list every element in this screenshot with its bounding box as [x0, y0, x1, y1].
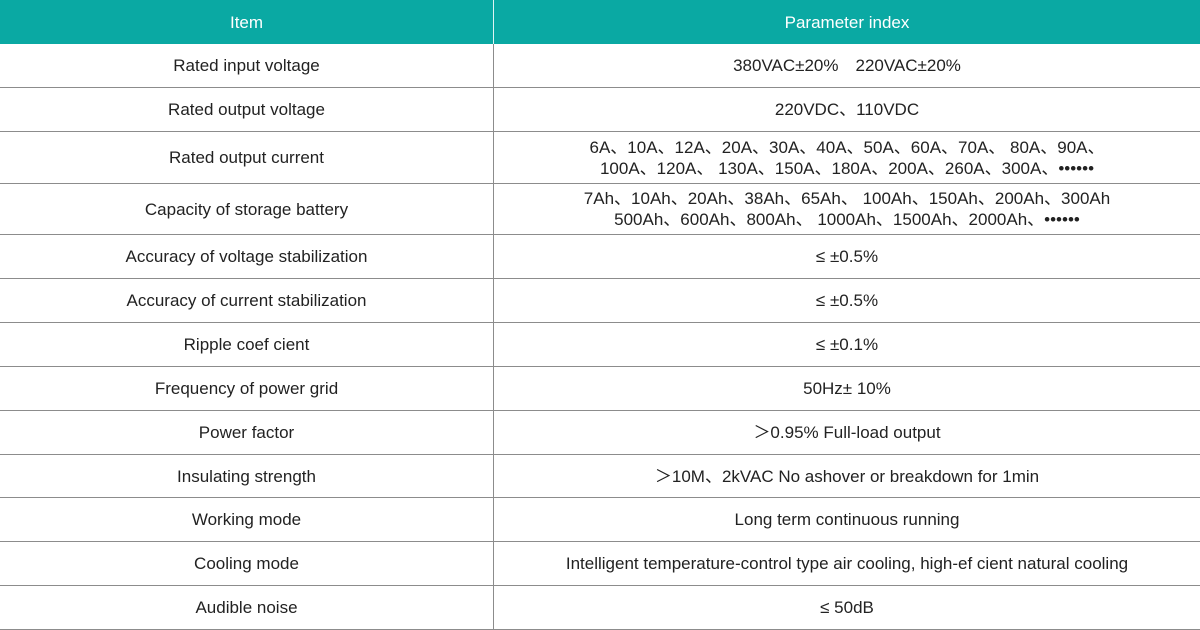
table-cell: Ripple coef cient — [0, 323, 494, 366]
table-cell: Frequency of power grid — [0, 367, 494, 410]
table-row: Accuracy of voltage stabilization ≤ ±0.5% — [0, 235, 1200, 279]
table-cell: Rated output voltage — [0, 88, 494, 131]
table-cell: Capacity of storage battery — [0, 184, 494, 234]
table-cell: Intelligent temperature-control type air… — [565, 554, 1129, 573]
table-cell: ≤ 50dB — [820, 598, 874, 617]
table-row: Cooling mode Intelligent temperature-cont… — [0, 542, 1200, 586]
table-row: Frequency of power grid 50Hz± 10% — [0, 367, 1200, 411]
table-cell: Rated output current — [0, 132, 494, 183]
table-cell: ≤ ±0.1% — [815, 335, 879, 354]
header-row: Item Parameter index — [0, 0, 1200, 44]
table-row: Ripple coef cient ≤ ±0.1% — [0, 323, 1200, 367]
table-row: Rated output current 6A、10A、12A、20A、30A、4… — [0, 132, 1200, 184]
table-cell: 6A、10A、12A、20A、30A、40A、50A、60A、70A、 80A、… — [494, 132, 1200, 183]
table-row: Power factor ＞0.95% Full-load output — [0, 411, 1200, 455]
table-cell: 50Hz± 10% — [803, 379, 891, 398]
table-row: Rated input voltage 380VAC±20% 220VAC±20% — [0, 44, 1200, 88]
table-cell: Rated input voltage — [0, 44, 494, 87]
table-cell: 7Ah、10Ah、20Ah、38Ah、65Ah、 100Ah、150Ah、200… — [494, 184, 1200, 234]
cell-line: 100A、120A、 130A、150A、180A、200A、260A、300A… — [599, 158, 1095, 178]
table-cell: Cooling mode — [0, 542, 494, 585]
table-cell: Power factor — [0, 411, 494, 454]
table-row: Capacity of storage battery 7Ah、10Ah、20Ah… — [0, 184, 1200, 235]
table-cell: 380VAC±20% 220VAC±20% — [733, 56, 961, 75]
table-cell: Long term continuous running — [734, 510, 960, 529]
header-cell: Item — [0, 0, 494, 44]
table-row: Audible noise ≤ 50dB — [0, 586, 1200, 630]
table-row: Accuracy of current stabilization ≤ ±0.5% — [0, 279, 1200, 323]
table-cell: Audible noise — [0, 586, 494, 629]
cell-line: 500Ah、600Ah、800Ah、 1000Ah、1500Ah、2000Ah、… — [614, 210, 1080, 229]
table-cell: ≤ ±0.5% — [815, 291, 879, 310]
table-row: Insulating strength ＞10M、2kVAC No ashover… — [0, 455, 1200, 498]
table-row: Working mode Long term continuous running — [0, 498, 1200, 542]
header-cell: Parameter index — [784, 12, 910, 32]
table-cell: Insulating strength — [0, 455, 494, 497]
table-cell: ≤ ±0.5% — [815, 247, 879, 266]
table-cell: Accuracy of current stabilization — [0, 279, 494, 322]
table-cell: ＞0.95% Full-load output — [753, 423, 941, 442]
table-cell: ＞10M、2kVAC No ashover or breakdown for 1… — [654, 466, 1040, 486]
cell-line: 7Ah、10Ah、20Ah、38Ah、65Ah、 100Ah、150Ah、200… — [583, 189, 1111, 208]
table-cell: 220VDC、110VDC — [774, 100, 920, 119]
table-cell: Accuracy of voltage stabilization — [0, 235, 494, 278]
cell-line: 6A、10A、12A、20A、30A、40A、50A、60A、70A、 80A、… — [589, 137, 1105, 157]
table-cell: Working mode — [0, 498, 494, 541]
table-row: Rated output voltage 220VDC、110VDC — [0, 88, 1200, 132]
